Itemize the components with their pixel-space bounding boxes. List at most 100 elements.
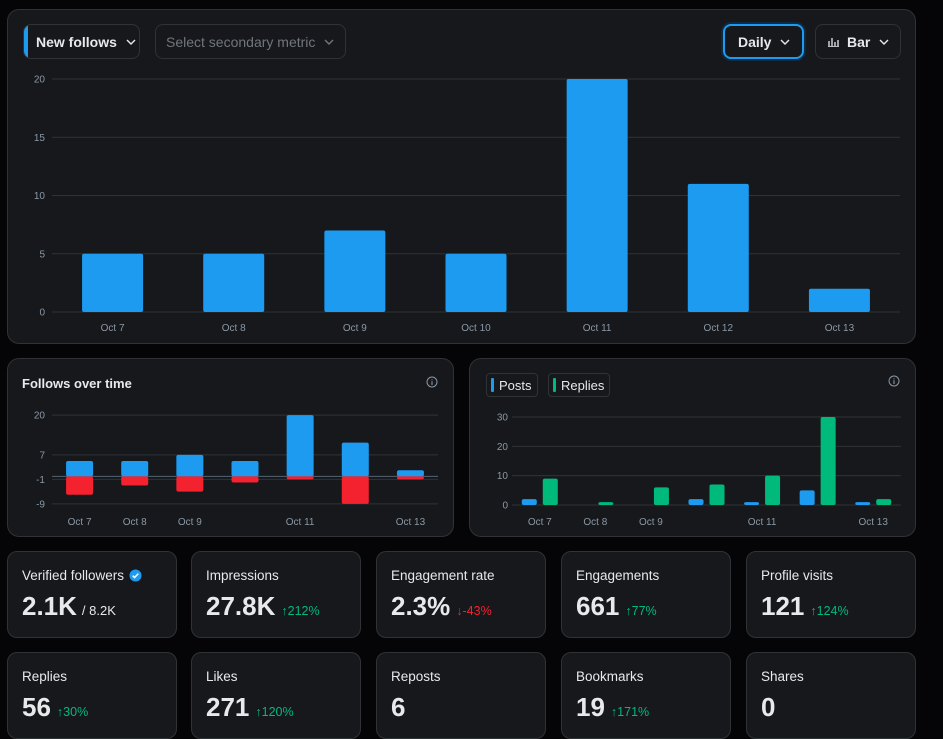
bar-follows: [121, 461, 149, 477]
main-chart-panel: New follows Select secondary metric Dail…: [7, 9, 916, 344]
arrow-up-icon: ↑: [281, 604, 288, 618]
y-tick-label: 5: [39, 249, 45, 260]
stat-card-engagement-rate[interactable]: Engagement rate 2.3% ↓-43%: [376, 551, 546, 638]
x-tick-label: Oct 7: [101, 323, 125, 334]
arrow-up-icon: ↑: [810, 604, 817, 618]
stat-value: 27.8K: [206, 591, 276, 621]
bar-chart-icon: [828, 38, 839, 47]
x-tick-label: Oct 8: [583, 517, 607, 528]
chevron-down-icon: [126, 39, 136, 45]
stat-delta: ↓-43%: [456, 604, 491, 618]
follows-over-time-title: Follows over time: [22, 376, 132, 391]
stat-delta: ↑120%: [255, 705, 293, 719]
bar-follows: [176, 454, 204, 477]
bar: [82, 253, 144, 312]
bar-unfollows: [66, 476, 94, 495]
x-tick-label: Oct 9: [178, 517, 202, 528]
bar-follows: [286, 415, 314, 477]
new-follows-bar-chart: 0 5 10 15 20 Oct 7 Oct 8 Oct 9 Oct 10 Oct 11 Oct 1…: [34, 75, 900, 334]
stat-card-shares[interactable]: Shares 0: [746, 652, 916, 739]
x-tick-label: Oct 13: [858, 517, 888, 528]
legend-posts-label: Posts: [499, 377, 532, 393]
interval-dropdown[interactable]: Daily: [723, 24, 804, 59]
x-tick-label: Oct 9: [639, 517, 663, 528]
secondary-metric-placeholder: Select secondary metric: [166, 33, 316, 50]
stat-delta: ↑30%: [57, 705, 88, 719]
legend-replies-label: Replies: [561, 377, 605, 393]
posts-swatch: [491, 378, 494, 392]
bar-unfollows: [176, 476, 204, 492]
posts-replies-panel: Posts Replies 0 10 20 30 Oct 7 Oct 8 Oct 9 Oct …: [469, 358, 916, 537]
y-tick-label: 20: [34, 411, 46, 422]
info-icon[interactable]: [888, 375, 900, 387]
stat-card-likes[interactable]: Likes 271 ↑120%: [191, 652, 361, 739]
legend-posts[interactable]: Posts: [486, 373, 538, 397]
bar-follows: [66, 461, 94, 477]
x-tick-label: Oct 9: [343, 323, 367, 334]
chart-type-dropdown[interactable]: Bar: [815, 24, 901, 59]
stat-label: Likes: [206, 669, 238, 684]
bar-replies: [765, 475, 781, 505]
arrow-up-icon: ↑: [625, 604, 632, 618]
secondary-metric-dropdown[interactable]: Select secondary metric: [155, 24, 346, 59]
stat-card-impressions[interactable]: Impressions 27.8K ↑212%: [191, 551, 361, 638]
chevron-down-icon: [780, 39, 790, 45]
bar-posts: [688, 499, 704, 505]
bar-replies: [653, 487, 669, 505]
stat-delta-value: 77%: [631, 604, 657, 618]
arrow-down-icon: ↓: [456, 604, 463, 618]
y-tick-label: 0: [502, 501, 508, 512]
bar-posts: [744, 502, 760, 505]
stat-delta-value: 124%: [816, 604, 849, 618]
bar-replies: [709, 484, 725, 505]
stat-value: 121: [761, 591, 805, 621]
bar-replies: [876, 499, 892, 505]
bar-unfollows: [231, 476, 259, 483]
info-icon[interactable]: [426, 376, 438, 388]
bar-unfollows: [286, 476, 314, 480]
chart-type-label: Bar: [847, 33, 871, 50]
stat-delta-value: 212%: [287, 604, 320, 618]
stat-delta-value: -43%: [462, 604, 492, 618]
y-tick-label: 10: [34, 191, 46, 202]
stat-card-replies[interactable]: Replies 56 ↑30%: [7, 652, 177, 739]
bar: [324, 230, 386, 312]
stat-value: 661: [576, 591, 620, 621]
stat-card-bookmarks[interactable]: Bookmarks 19 ↑171%: [561, 652, 731, 739]
follows-over-time-panel: Follows over time 20 7 -1 -9 Oct 7 Oct 8 Oct 9…: [7, 358, 454, 537]
y-tick-label: -9: [36, 499, 45, 510]
stat-total: / 8.2K: [81, 603, 116, 618]
x-tick-label: Oct 13: [825, 323, 855, 334]
x-tick-label: Oct 13: [396, 517, 426, 528]
replies-swatch: [553, 378, 556, 392]
y-tick-label: 7: [39, 450, 45, 461]
y-tick-label: 30: [497, 413, 509, 424]
legend-replies[interactable]: Replies: [548, 373, 611, 397]
x-tick-label: Oct 11: [286, 517, 315, 528]
bar-posts: [799, 490, 815, 505]
x-tick-label: Oct 11: [583, 323, 612, 334]
chevron-down-icon: [324, 39, 334, 45]
stat-card-reposts[interactable]: Reposts 6: [376, 652, 546, 739]
stat-label: Verified followers: [22, 567, 176, 584]
stat-value: 271: [206, 692, 250, 722]
primary-metric-dropdown[interactable]: New follows: [23, 24, 140, 59]
stat-label: Profile visits: [761, 568, 834, 583]
stat-label: Engagements: [576, 568, 660, 583]
stat-card-engagements[interactable]: Engagements 661 ↑77%: [561, 551, 731, 638]
stat-card-verified-followers[interactable]: Verified followers 2.1K / 8.2K: [7, 551, 177, 638]
interval-label: Daily: [738, 33, 772, 50]
bar: [808, 288, 870, 312]
stat-label: Engagement rate: [391, 568, 495, 583]
x-tick-label: Oct 12: [704, 323, 734, 334]
bar-replies: [820, 417, 836, 505]
stat-delta-value: 30%: [63, 705, 89, 719]
stat-value: 19: [576, 692, 605, 722]
stat-label: Bookmarks: [576, 669, 644, 684]
stat-delta-value: 120%: [261, 705, 294, 719]
stat-card-profile-visits[interactable]: Profile visits 121 ↑124%: [746, 551, 916, 638]
stat-label: Impressions: [206, 568, 279, 583]
bar: [566, 79, 628, 312]
bar-posts: [521, 499, 537, 505]
stat-delta: ↑171%: [611, 705, 649, 719]
